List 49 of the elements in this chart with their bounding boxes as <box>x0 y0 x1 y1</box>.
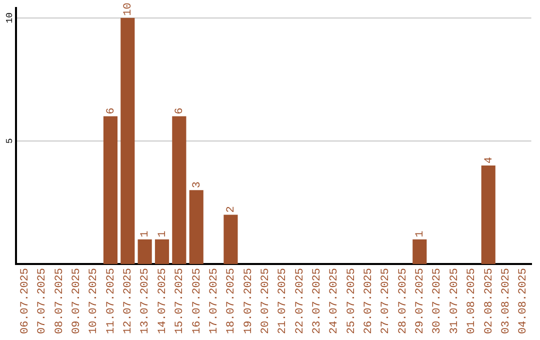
x-tick-label: 12.07.2025 <box>122 268 135 334</box>
x-tick-label: 02.08.2025 <box>483 268 496 334</box>
data-label: 6 <box>174 108 186 114</box>
bar <box>138 239 152 264</box>
x-tick-label: 25.07.2025 <box>346 268 358 334</box>
x-tick-label: 13.07.2025 <box>140 268 152 334</box>
x-tick-label: 27.07.2025 <box>380 268 392 334</box>
y-tick-label: 5 <box>4 138 15 144</box>
x-tick-label: 07.07.2025 <box>36 268 49 334</box>
x-tick-label: 06.07.2025 <box>19 268 32 334</box>
bar <box>154 239 170 264</box>
bar <box>120 18 135 264</box>
bar <box>172 116 186 264</box>
data-label: 1 <box>414 230 427 238</box>
x-tick-label: 19.07.2025 <box>242 268 255 334</box>
x-tick-label: 28.07.2025 <box>397 268 410 334</box>
x-tick-label: 20.07.2025 <box>260 268 272 334</box>
data-label: 1 <box>156 230 169 238</box>
data-label: 6 <box>105 108 118 114</box>
data-label: 10 <box>122 2 135 16</box>
x-tick-label: 24.07.2025 <box>328 268 341 334</box>
x-tick-label: 11.07.2025 <box>105 268 118 334</box>
bar <box>481 166 496 264</box>
x-tick-label: 23.07.2025 <box>311 268 324 334</box>
x-tick-label: 21.07.2025 <box>277 268 290 334</box>
x-tick-label: 10.07.2025 <box>88 268 100 334</box>
x-tick-label: 01.08.2025 <box>466 268 478 334</box>
x-tick-label: 30.07.2025 <box>432 268 444 334</box>
x-tick-label: 08.07.2025 <box>54 268 66 334</box>
data-label: 4 <box>483 156 496 164</box>
bar <box>224 214 238 264</box>
bar <box>189 190 204 264</box>
x-tick-label: 29.07.2025 <box>414 268 427 334</box>
x-tick-label: 15.07.2025 <box>174 268 186 334</box>
data-label: 2 <box>226 206 238 213</box>
x-tick-label: 22.07.2025 <box>294 268 306 334</box>
x-tick-label: 31.07.2025 <box>448 268 461 334</box>
x-tick-label: 26.07.2025 <box>363 268 376 334</box>
x-tick-label: 18.07.2025 <box>226 268 238 334</box>
x-tick-label: 04.08.2025 <box>518 268 530 334</box>
x-tick-label: 03.08.2025 <box>500 268 512 334</box>
x-tick-label: 09.07.2025 <box>71 268 84 334</box>
x-tick-label: 17.07.2025 <box>208 268 220 334</box>
x-tick-label: 16.07.2025 <box>191 268 204 334</box>
x-tick-label: 14.07.2025 <box>156 268 169 334</box>
bar <box>412 239 427 264</box>
data-label: 1 <box>140 230 152 238</box>
data-label: 3 <box>191 182 204 188</box>
bar <box>103 116 118 264</box>
